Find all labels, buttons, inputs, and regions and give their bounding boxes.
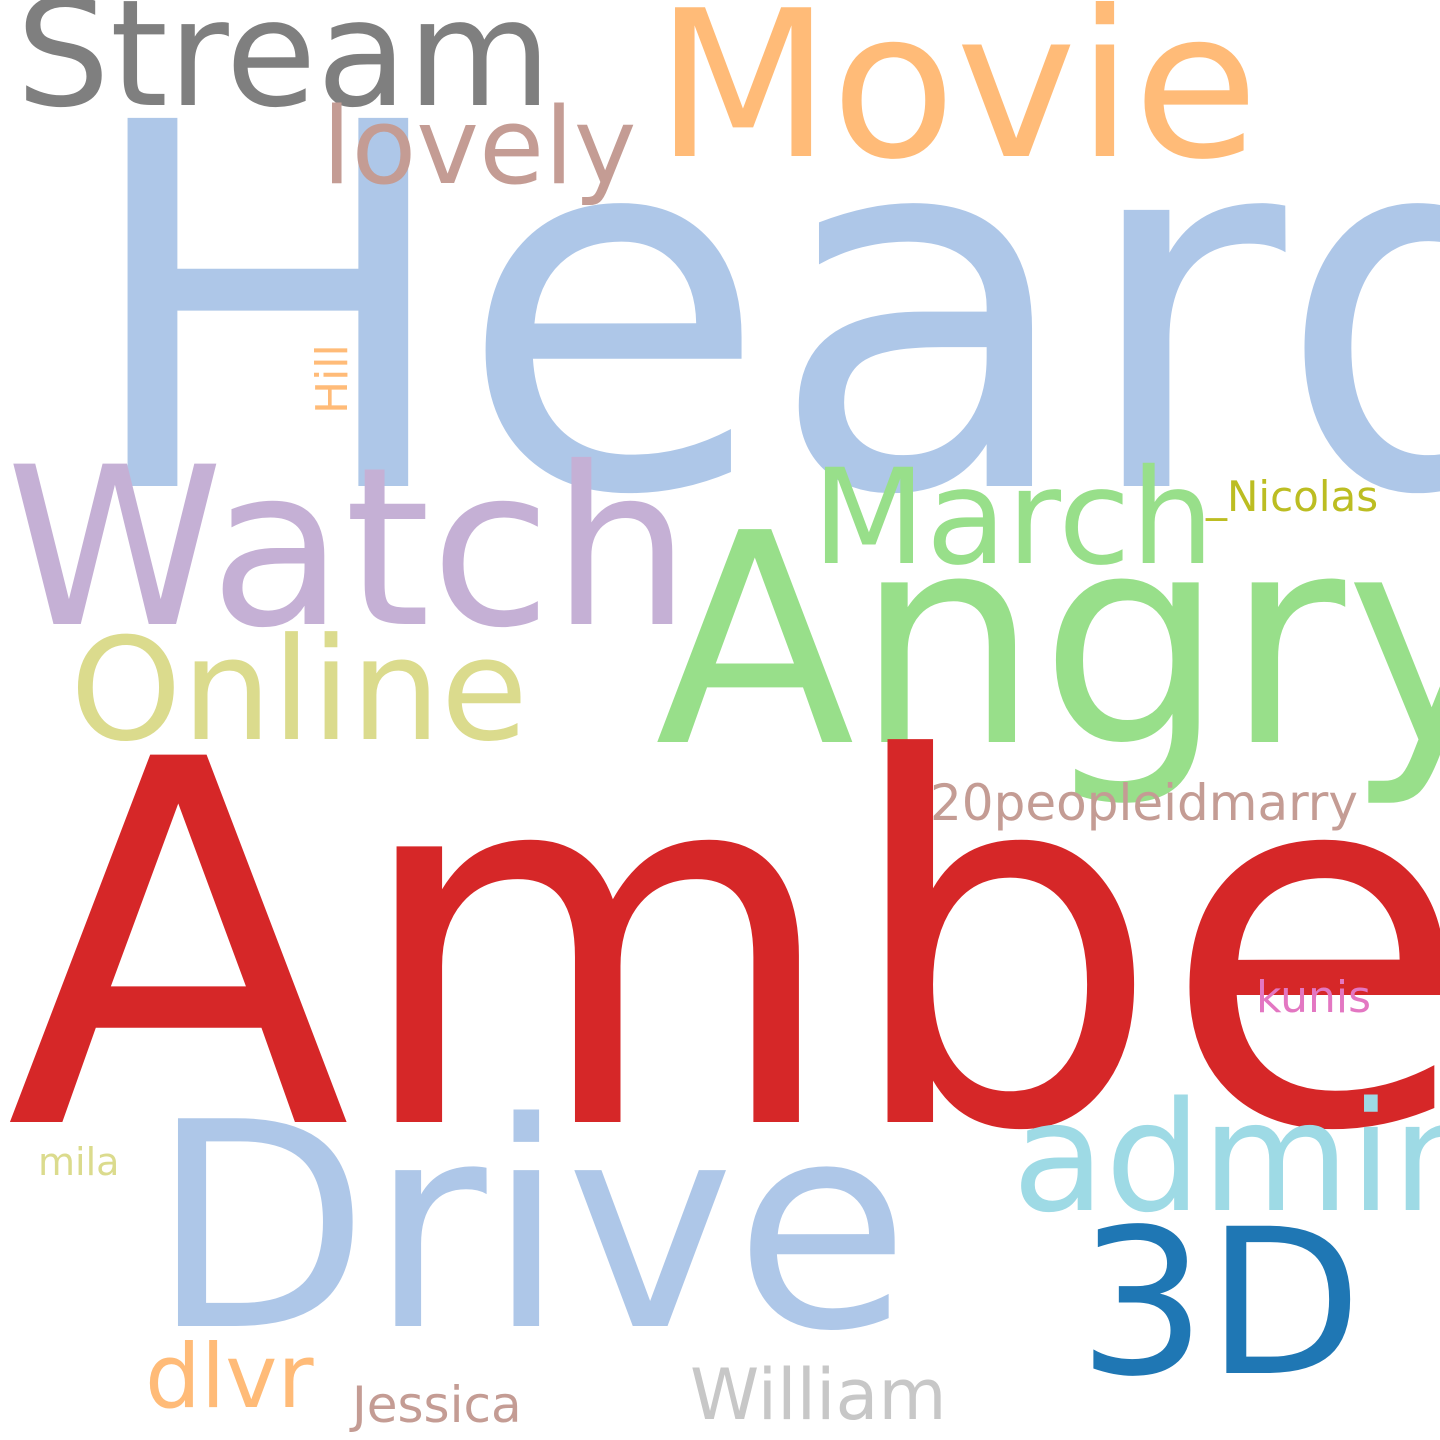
word-watch: Watch [6,420,691,676]
word-hill: Hill [307,344,358,414]
word-admin: admin [1012,1069,1440,1246]
word-3d: 3D [1078,1185,1363,1421]
word-drive: Drive [150,1062,910,1394]
word-stream: Stream [16,0,552,140]
word-mila: mila [38,1140,120,1184]
word-amber: Amber [6,654,1440,1241]
word-william: William [690,1354,947,1436]
word-lovely: lovely [322,85,637,208]
word-heard: Heard [78,18,1440,606]
word-20peopleidmarry: 20peopleidmarry [930,774,1358,832]
word-online: Online [70,608,529,773]
word-movie: Movie [655,0,1259,205]
word-kunis: kunis [1256,972,1372,1023]
word-jessica: Jessica [352,1376,522,1434]
word-dlvr: dlvr [145,1325,314,1428]
word-angry: Angry [655,471,1440,811]
word-nicolas: _Nicolas [1206,472,1379,521]
word-march: March [812,441,1215,595]
